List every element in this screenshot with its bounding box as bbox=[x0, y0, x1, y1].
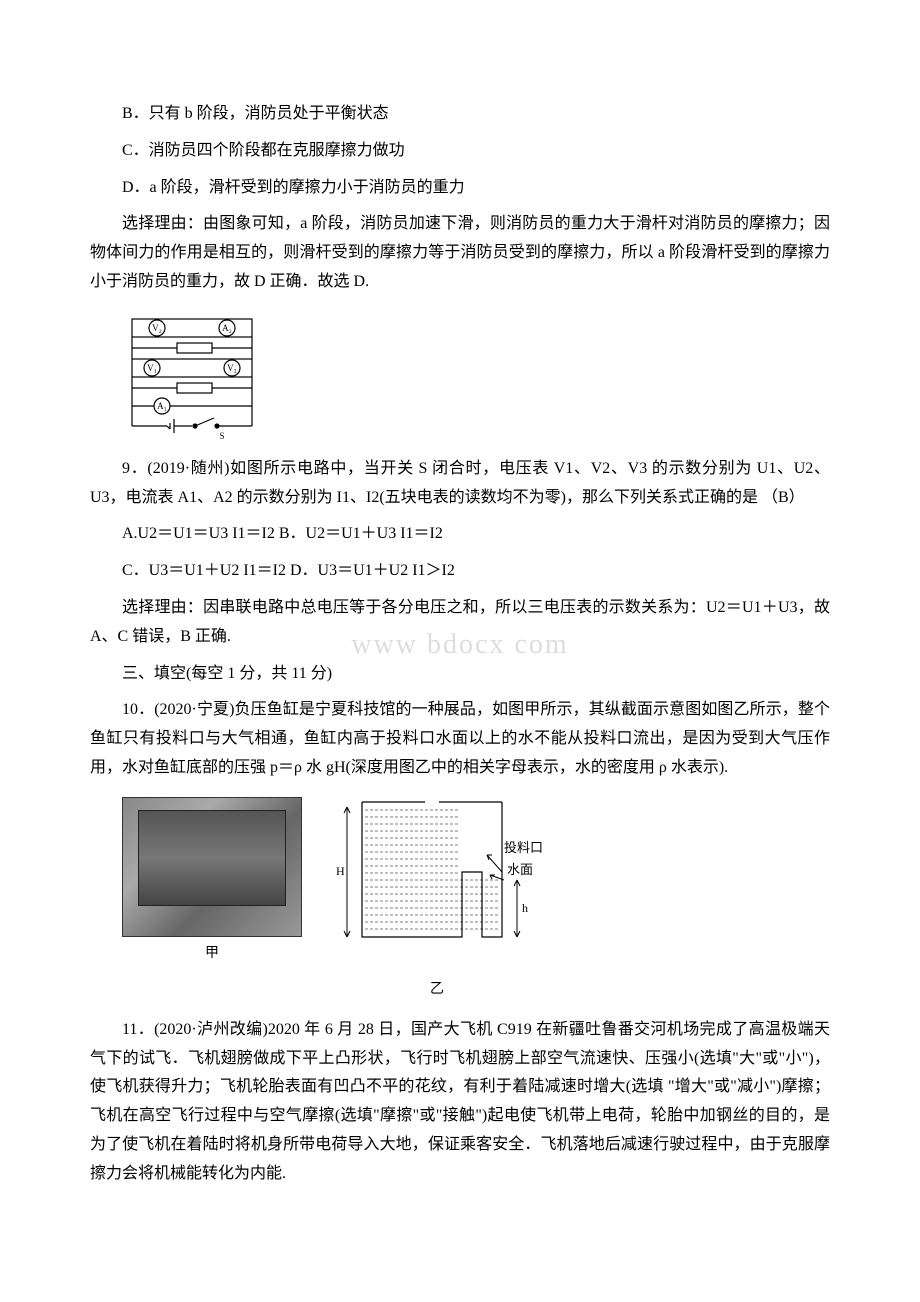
switch-s-label: S bbox=[219, 431, 224, 441]
circuit-diagram: V₂ A₂ V₁ V₃ A₁ S bbox=[122, 311, 272, 441]
q8-option-b: B．只有 b 阶段，消防员处于平衡状态 bbox=[90, 100, 830, 129]
meter-v3-label: V₃ bbox=[227, 363, 237, 373]
tank-diagram-svg: H h 投料口 水面 bbox=[332, 797, 542, 962]
meter-v2-label: V₂ bbox=[152, 323, 162, 333]
meter-v1-label: V₁ bbox=[147, 363, 157, 373]
label-water: 水面 bbox=[507, 862, 533, 877]
q11-stem: 11．(2020·泸州改编)2020 年 6 月 28 日，国产大飞机 C919… bbox=[90, 1016, 830, 1189]
q9-reason: 选择理由：因串联电路中总电压等于各分电压之和，所以三电压表的示数关系为：U2＝U… bbox=[90, 594, 830, 652]
tank-photo-wrap: 甲 bbox=[122, 797, 302, 966]
tank-diagram-wrap: H h 投料口 水面 乙 bbox=[332, 797, 542, 1002]
q9-options-ab: A.U2＝U1＝U3 I1＝I2 B．U2＝U1＋U3 I1＝I2 bbox=[90, 520, 830, 549]
caption-yi: 乙 bbox=[332, 977, 542, 1002]
section-3-heading: 三、填空(每空 1 分，共 11 分) bbox=[90, 660, 830, 689]
q9-stem: 9．(2019·随州)如图所示电路中，当开关 S 闭合时，电压表 V1、V2、V… bbox=[90, 455, 830, 513]
label-h: h bbox=[522, 901, 528, 915]
q8-reason: 选择理由：由图象可知，a 阶段，消防员加速下滑，则消防员的重力大于滑杆对消防员的… bbox=[90, 210, 830, 296]
meter-a2-label: A₂ bbox=[222, 323, 232, 333]
label-H: H bbox=[336, 864, 345, 878]
q10-stem: 10．(2020·宁夏)负压鱼缸是宁夏科技馆的一种展品，如图甲所示，其纵截面示意… bbox=[90, 696, 830, 782]
fish-tank-figure: 甲 bbox=[122, 797, 830, 1002]
label-feed: 投料口 bbox=[504, 840, 542, 855]
q9-options-cd: C．U3＝U1＋U2 I1＝I2 D．U3＝U1＋U2 I1＞I2 bbox=[90, 557, 830, 586]
q8-option-d: D．a 阶段，滑杆受到的摩擦力小于消防员的重力 bbox=[90, 174, 830, 203]
meter-a1-label: A₁ bbox=[157, 401, 167, 411]
q8-option-c: C．消防员四个阶段都在克服摩擦力做功 bbox=[90, 137, 830, 166]
caption-jia: 甲 bbox=[122, 941, 302, 966]
tank-photo-jia bbox=[122, 797, 302, 937]
